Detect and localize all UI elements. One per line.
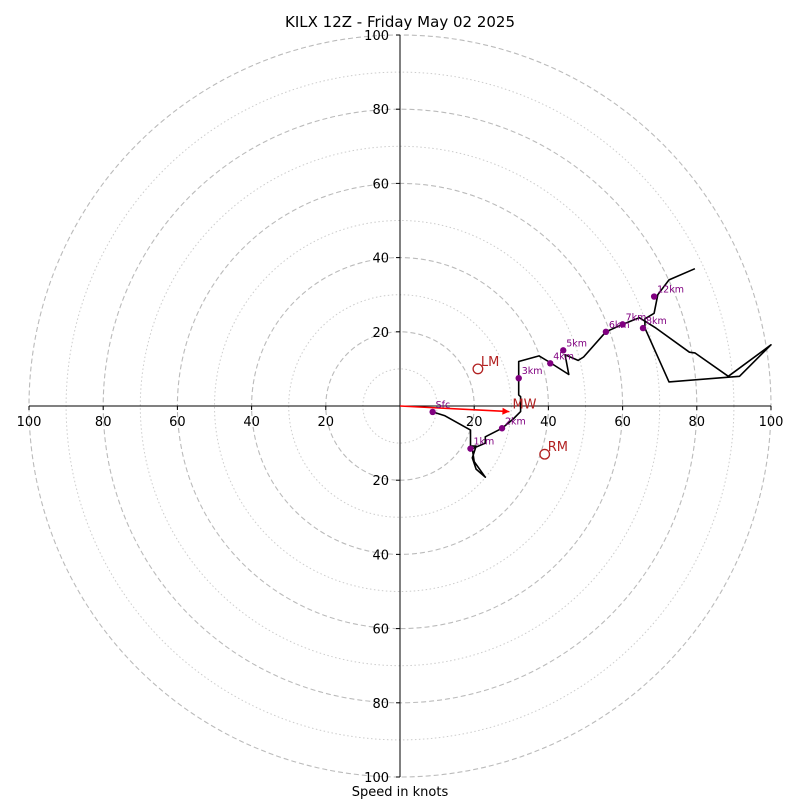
- x-tick-label: 20: [318, 415, 335, 430]
- level-label: 7km: [626, 312, 647, 323]
- y-tick-label: 100: [364, 771, 389, 786]
- level-label: Sfc: [436, 400, 451, 411]
- storm-motion-marker: [539, 448, 551, 460]
- x-tick-label: 20: [466, 415, 483, 430]
- x-tick-label: 40: [243, 415, 260, 430]
- level-marker: [639, 324, 647, 332]
- storm-motion-label: LM: [481, 355, 499, 370]
- level-label: 3km: [522, 366, 543, 377]
- x-tick-label: 80: [689, 415, 706, 430]
- x-tick-label: 60: [169, 415, 186, 430]
- level-marker: [429, 408, 436, 416]
- mean-wind-vector: [399, 405, 510, 413]
- y-tick-label: 20: [372, 326, 389, 341]
- y-tick-label: 80: [372, 103, 389, 118]
- storm-motion-label: MW: [512, 398, 536, 413]
- x-tick-label: 80: [95, 415, 112, 430]
- storm-motion-marker: [472, 363, 484, 375]
- x-axis-label: Speed in knots: [352, 785, 449, 800]
- level-marker: [498, 425, 506, 432]
- tick-labels: 100 80 60 40 20 20 40 60 80 100 100 80 60 40 20 20 40 60 8…: [17, 29, 784, 786]
- level-label: 4km: [553, 351, 574, 362]
- y-tick-label: 60: [372, 623, 389, 638]
- level-label: 1km: [473, 437, 494, 448]
- level-label: 6km: [609, 320, 630, 331]
- level-label: 5km: [566, 338, 587, 349]
- y-tick-label: 80: [372, 697, 389, 712]
- level-label: 8km: [646, 316, 667, 327]
- level-marker: [650, 293, 658, 300]
- level-label: 12km: [657, 285, 684, 296]
- x-tick-label: 100: [17, 415, 42, 430]
- level-marker: [547, 360, 554, 367]
- y-tick-label: 100: [364, 29, 389, 44]
- level-marker: [560, 347, 567, 354]
- y-tick-label: 40: [372, 252, 389, 267]
- y-tick-label: 40: [372, 548, 389, 563]
- level-marker: [619, 321, 626, 328]
- level-marker: [602, 328, 610, 335]
- x-tick-label: 40: [540, 415, 557, 430]
- x-tick-label: 100: [759, 415, 784, 430]
- y-tick-label: 60: [372, 177, 389, 192]
- level-marker: [515, 374, 522, 382]
- level-label: 2km: [505, 416, 526, 427]
- level-marker: [467, 445, 474, 452]
- x-tick-label: 60: [614, 415, 631, 430]
- chart-title: KILX 12Z - Friday May 02 2025: [285, 13, 515, 31]
- y-tick-label: 20: [372, 474, 389, 489]
- mean-wind-arrowhead: [502, 407, 510, 415]
- storm-motion-label: RM: [548, 440, 568, 455]
